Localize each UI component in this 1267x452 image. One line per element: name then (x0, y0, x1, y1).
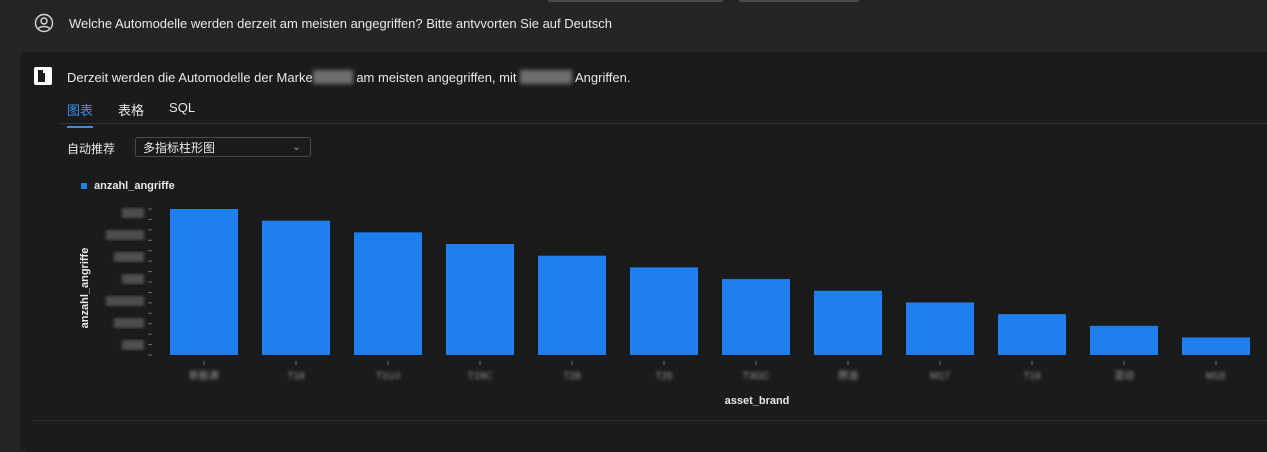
bar[interactable] (814, 290, 882, 355)
x-tick-label: 燃油 (838, 369, 858, 382)
y-axis-title: anzahl_angriffe (79, 248, 91, 329)
bar[interactable] (354, 232, 422, 355)
tab-table[interactable]: 表格 (118, 103, 145, 118)
bar-chart: anzahl_angriffe 新能源 T18 T1UJ T19C T28 T26 T3GC 燃… (79, 208, 1250, 407)
bar[interactable] (906, 302, 974, 355)
answer-text-part2: am meisten angegriffen, mit (356, 70, 517, 85)
x-tick-label: T18 (287, 371, 305, 382)
view-tabs: 图表 表格 SQL (67, 100, 220, 128)
bar[interactable] (262, 220, 330, 355)
redacted-count (520, 70, 573, 84)
x-tick-label: 新能源 (189, 369, 219, 382)
chart-type-select[interactable]: 多指标柱形图 ⌄ (135, 137, 311, 157)
bar[interactable] (1182, 337, 1250, 355)
y-tick-label-obscured (106, 296, 144, 306)
chart-type-value: 多指标柱形图 (143, 140, 216, 155)
answer-card: Derzeit werden die Automodelle der Marke… (20, 52, 1267, 452)
x-tick-label: T19 (1023, 371, 1041, 382)
user-question: Welche Automodelle werden derzeit am mei… (69, 15, 612, 31)
redacted-brand (312, 70, 353, 84)
y-tick-label-obscured (122, 208, 144, 218)
x-tick-label: T28 (563, 371, 581, 382)
bot-logo-icon (34, 67, 52, 85)
chart-legend[interactable]: anzahl_angriffe (81, 180, 175, 192)
y-tick-label-obscured (106, 230, 144, 240)
answer-text-part3: Angriffen. (575, 70, 631, 85)
x-tick-label: M17 (930, 371, 950, 382)
legend-swatch (81, 183, 87, 189)
x-tick-label: M1E (1206, 371, 1227, 382)
y-tick-label-obscured (122, 274, 144, 284)
answer-text-part1: Derzeit werden die Automodelle der Marke (67, 70, 313, 85)
y-tick-label-obscured (114, 252, 144, 262)
x-tick-label: T1UJ (376, 371, 400, 382)
x-tick-label: T26 (655, 371, 673, 382)
bar[interactable] (1090, 325, 1158, 355)
bar[interactable] (538, 255, 606, 355)
x-axis-title: asset_brand (725, 395, 790, 407)
bar[interactable] (722, 279, 790, 355)
top-edge-tab-left (548, 0, 723, 2)
tab-sql[interactable]: SQL (169, 100, 196, 115)
bar[interactable] (446, 244, 514, 355)
card-bottom-divider (32, 420, 1267, 421)
top-edge-tab-right (739, 0, 859, 2)
bar[interactable] (998, 314, 1066, 355)
y-tick-label-obscured (122, 340, 144, 350)
tabs-divider (60, 123, 1267, 124)
bar[interactable] (630, 267, 698, 355)
bar[interactable] (170, 209, 238, 355)
x-tick-label: 混动 (1114, 370, 1134, 382)
user-circle-icon (34, 13, 54, 33)
tab-chart[interactable]: 图表 (67, 100, 94, 128)
y-tick-label-obscured (114, 318, 144, 328)
auto-recommend-label: 自动推荐 (67, 142, 116, 156)
chevron-down-icon: ⌄ (291, 141, 301, 153)
x-tick-label: T19C (468, 371, 492, 382)
answer-text: Derzeit werden die Automodelle der Marke… (67, 70, 630, 85)
user-message: Welche Automodelle werden derzeit am mei… (34, 11, 612, 35)
x-tick-label: T3GC (743, 371, 770, 382)
legend-label: anzahl_angriffe (94, 180, 175, 192)
